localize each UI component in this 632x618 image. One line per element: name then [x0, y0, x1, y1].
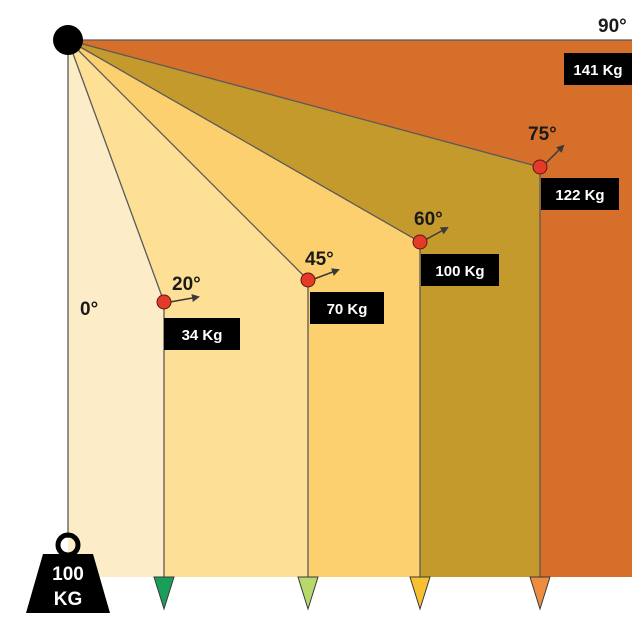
force-label-75: 122 Kg: [555, 187, 604, 204]
force-arrow-20: [169, 294, 200, 303]
force-label-45: 70 Kg: [327, 301, 368, 318]
pivot-point: [53, 25, 83, 55]
angle-label-45: 45°: [305, 249, 334, 270]
anchor-20: [153, 576, 175, 611]
angle-label-75: 75°: [528, 124, 557, 145]
band-45: [68, 40, 308, 577]
angle-label-90: 90°: [598, 16, 627, 37]
joint-60: [412, 234, 428, 250]
force-label-60: 100 Kg: [435, 263, 484, 280]
force-box-45: 70 Kg: [310, 292, 384, 324]
joint-20: [156, 294, 172, 310]
force-box-75: 122 Kg: [541, 178, 619, 210]
band-90: [68, 40, 632, 577]
joint-45: [300, 272, 316, 288]
force-arrow-60: [424, 227, 449, 241]
force-box-90: 141 Kg: [564, 53, 632, 85]
angle-label-20: 20°: [172, 274, 201, 295]
weight-value: 100: [52, 564, 84, 585]
band-20: [68, 40, 164, 577]
force-label-20: 34 Kg: [182, 327, 223, 344]
force-box-20: 34 Kg: [164, 318, 240, 350]
weight-unit: KG: [54, 589, 83, 610]
band-60: [68, 40, 420, 577]
weight-icon: 100 KG: [26, 532, 110, 613]
anchor-45: [297, 576, 319, 611]
force-arrow-45: [313, 268, 340, 280]
angle-label-60: 60°: [414, 209, 443, 230]
force-box-60: 100 Kg: [421, 254, 499, 286]
anchor-75: [529, 576, 551, 611]
anchor-60: [409, 576, 431, 611]
band-75: [68, 40, 540, 577]
joint-75: [532, 159, 548, 175]
force-arrow-75: [544, 144, 565, 165]
angle-label-0: 0°: [80, 299, 98, 320]
force-label-90: 141 Kg: [573, 62, 622, 79]
